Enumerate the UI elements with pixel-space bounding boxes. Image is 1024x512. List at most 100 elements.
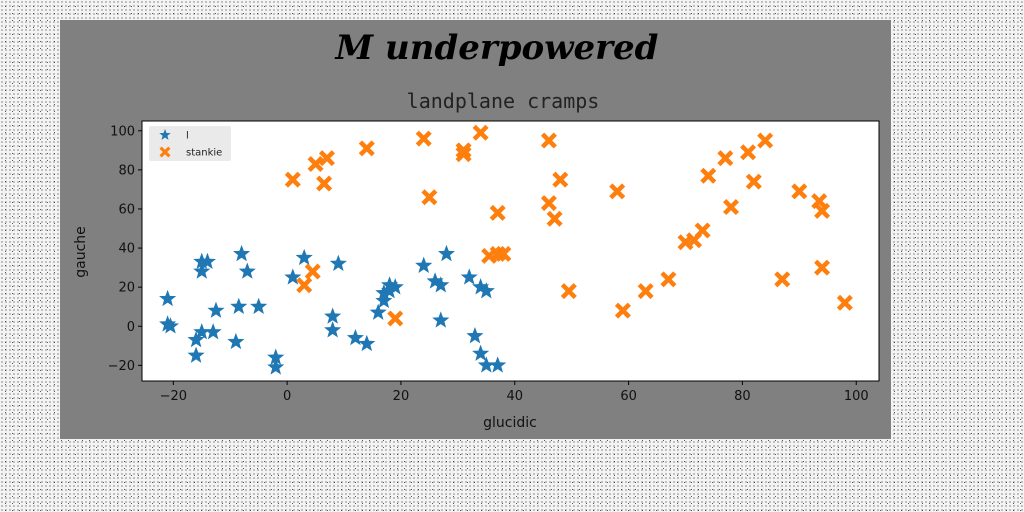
star-point — [250, 297, 268, 314]
x-point — [694, 222, 711, 239]
x-point — [740, 144, 757, 161]
x-point — [284, 171, 301, 188]
star-point — [161, 317, 180, 334]
star-point — [477, 282, 495, 299]
x-point — [358, 140, 375, 157]
star-point — [187, 346, 205, 363]
y-tick-label: 80 — [118, 163, 135, 178]
x-point — [609, 183, 626, 200]
star-point — [227, 332, 245, 350]
star-point — [159, 289, 177, 307]
y-axis-label: gauche — [73, 226, 89, 278]
x-point — [717, 150, 734, 167]
x-tick-label: 40 — [506, 389, 523, 404]
y-tick-label: 60 — [118, 202, 135, 217]
star-point — [187, 330, 205, 348]
star-point — [207, 301, 225, 318]
x-axis-label: glucidic — [483, 415, 537, 431]
legend-label: l — [186, 131, 189, 142]
star-point — [426, 272, 444, 289]
x-tick-label: −20 — [160, 389, 187, 404]
star-point — [386, 278, 404, 295]
x-point — [774, 271, 791, 288]
x-point — [723, 199, 740, 216]
x-tick-label: 100 — [844, 389, 869, 404]
x-point — [387, 310, 404, 327]
x-point — [318, 150, 335, 167]
star-point — [437, 244, 456, 262]
y-tick-label: 40 — [118, 242, 135, 257]
x-point — [637, 283, 654, 300]
x-point — [745, 173, 762, 190]
star-point — [295, 248, 313, 266]
x-point — [307, 156, 324, 173]
legend-marker — [159, 129, 171, 140]
star-point — [193, 323, 211, 340]
x-point — [455, 142, 472, 159]
x-point — [791, 183, 808, 200]
x-point — [540, 195, 557, 212]
x-point — [614, 302, 631, 319]
star-point — [346, 328, 364, 346]
x-point — [814, 259, 831, 276]
x-point — [421, 189, 438, 206]
star-point — [432, 311, 450, 328]
star-point — [466, 327, 484, 344]
star-point — [472, 278, 490, 295]
legend-label: stankie — [186, 148, 222, 159]
x-tick-label: 0 — [283, 389, 291, 404]
chart-subtitle: landplane cramps — [407, 89, 600, 113]
legend-marker — [159, 146, 171, 158]
star-point — [489, 356, 507, 373]
x-point — [660, 271, 677, 288]
star-point — [358, 334, 376, 352]
legend-box — [149, 126, 231, 161]
star-point — [193, 262, 211, 279]
data-points — [159, 124, 853, 375]
x-point — [552, 171, 569, 188]
x-point — [540, 132, 557, 149]
star-point — [267, 358, 285, 375]
x-tick-label: 20 — [393, 389, 410, 404]
x-point — [455, 146, 472, 163]
star-point — [284, 268, 302, 285]
star-point — [375, 291, 393, 309]
x-point — [495, 245, 512, 262]
star-point — [375, 284, 393, 301]
star-point — [477, 356, 495, 373]
star-point — [198, 252, 217, 270]
star-point — [238, 262, 256, 279]
x-point — [757, 132, 774, 149]
x-point — [304, 263, 321, 280]
x-point — [814, 202, 831, 219]
star-point — [415, 256, 433, 273]
star-point — [381, 282, 399, 299]
x-point — [560, 283, 577, 300]
star-point — [324, 321, 342, 338]
x-point — [296, 277, 313, 294]
star-point — [472, 344, 490, 361]
figure-background: M underpowered landplane cramps −20 0 20 40… — [60, 20, 891, 439]
star-point — [369, 303, 387, 320]
y-tick-label: −20 — [108, 359, 135, 374]
x-point — [415, 130, 432, 147]
x-point — [546, 210, 563, 227]
x-point — [836, 294, 853, 311]
star-point — [267, 348, 285, 365]
chart-title: M underpowered — [335, 28, 659, 68]
x-point — [316, 175, 333, 192]
star-point — [329, 254, 347, 271]
star-point — [432, 276, 450, 293]
star-point — [230, 297, 248, 314]
star-point — [324, 307, 342, 324]
axis-ticks: −20 0 20 40 60 80 100 −20 0 20 40 60 80 100 — [108, 124, 869, 404]
plot-area — [141, 120, 880, 382]
x-point — [472, 124, 489, 141]
y-tick-label: 100 — [110, 124, 135, 139]
x-point — [489, 204, 506, 221]
scatter-chart: M underpowered landplane cramps −20 0 20 40… — [73, 28, 880, 431]
x-tick-label: 60 — [620, 389, 637, 404]
y-tick-label: 20 — [118, 281, 135, 296]
star-point — [460, 268, 478, 285]
legend: l stankie — [149, 126, 231, 161]
